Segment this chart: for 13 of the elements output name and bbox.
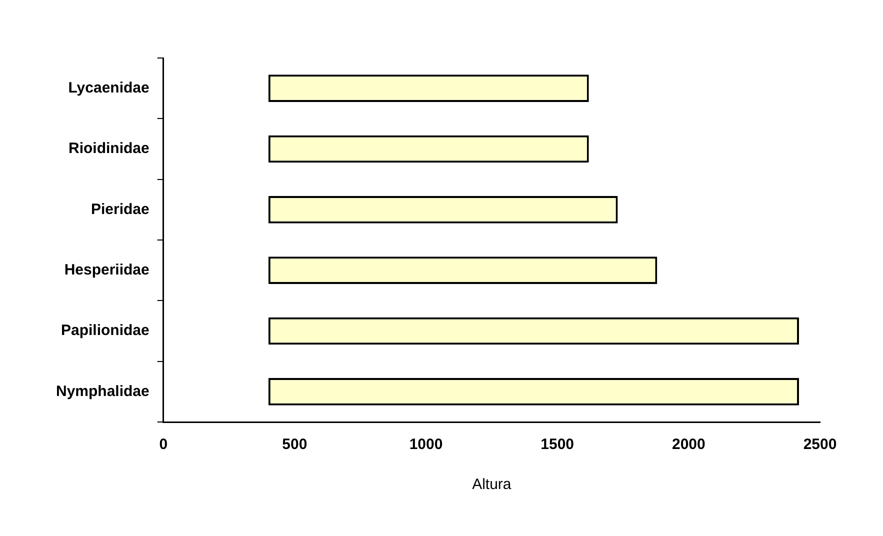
x-axis-title: Altura: [472, 476, 512, 494]
y-tick-label: Pieridae: [90, 200, 150, 218]
y-tick-label: Nymphalidae: [56, 382, 150, 400]
x-tick-label: 1500: [540, 436, 574, 454]
y-tick-label: Hesperiidae: [64, 261, 150, 278]
x-tick-label: 2000: [672, 436, 706, 454]
x-tick-label: 1000: [409, 436, 443, 454]
y-tick-label: Lycaenidae: [68, 79, 150, 96]
y-tick-label: Papilionidae: [61, 322, 150, 340]
x-tick-label: 500: [282, 436, 308, 454]
y-tick-label: Rioidinidae: [68, 140, 150, 158]
x-tick-label: 2500: [803, 436, 837, 454]
x-tick-label: 0: [159, 436, 168, 454]
